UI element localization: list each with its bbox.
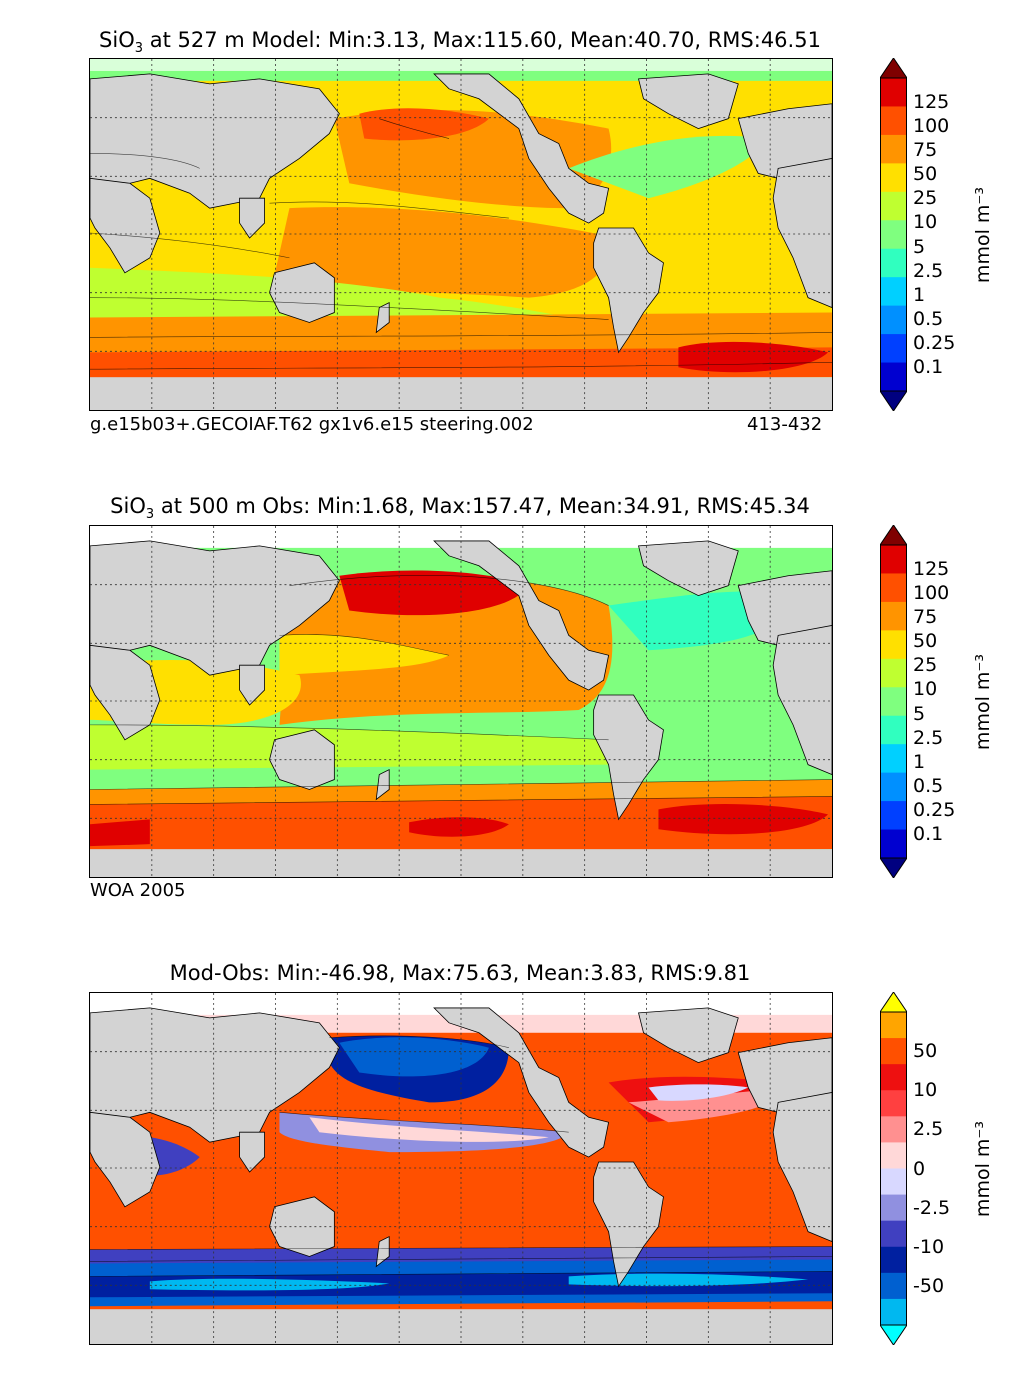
diff-units-label: mmol m⁻³ <box>972 1120 995 1218</box>
colorbar-tick-label: 0.25 <box>913 798 956 821</box>
model-case-label: g.e15b03+.GECOIAF.T62 gx1v6.e15 steering… <box>90 414 534 435</box>
colorbar-segment <box>880 1142 907 1169</box>
diff-panel-title: Mod-Obs: Min:-46.98, Max:75.63, Mean:3.8… <box>169 961 751 985</box>
diff-colorbar <box>880 992 907 1345</box>
colorbar-segment <box>880 545 907 574</box>
colorbar-extend-max <box>880 992 907 1013</box>
colorbar-tick-label: 0.25 <box>913 331 956 354</box>
colorbar-tick-label: 10 <box>913 1079 938 1102</box>
colorbar-segment <box>880 78 907 107</box>
colorbar-segment <box>880 134 907 164</box>
colorbar-segment <box>880 220 907 250</box>
colorbar-tick-label: 100 <box>913 582 950 605</box>
colorbar-segment <box>880 1194 907 1222</box>
colorbar-tick-label: 1 <box>913 750 926 773</box>
colorbar-segment <box>880 1038 907 1065</box>
colorbar-segment <box>880 715 907 745</box>
colorbar-segment <box>880 191 907 221</box>
colorbar-extend-min <box>880 857 907 878</box>
colorbar-segment <box>880 1090 907 1117</box>
colorbar-extend-min <box>880 1324 907 1345</box>
colorbar-tick-label: 5 <box>913 702 926 725</box>
colorbar-segment <box>880 1012 907 1039</box>
colorbar-tick-label: 0.5 <box>913 774 944 797</box>
colorbar-segment <box>880 1220 907 1248</box>
colorbar-tick-label: 1 <box>913 283 926 306</box>
colorbar-tick-label: 125 <box>913 558 950 581</box>
colorbar-segment <box>880 1168 907 1196</box>
colorbar-tick-label: 2.5 <box>913 1118 944 1141</box>
colorbar-segment <box>880 362 907 392</box>
colorbar-tick-label: -50 <box>913 1274 945 1297</box>
colorbar-segment <box>880 829 907 859</box>
obs-colorbar <box>880 525 907 878</box>
colorbar-tick-label: 100 <box>913 115 950 138</box>
colorbar-segment <box>880 106 907 136</box>
colorbar-tick-label: 25 <box>913 654 938 677</box>
colorbar-tick-label: -2.5 <box>913 1196 951 1219</box>
colorbar-segment <box>880 573 907 603</box>
obs-units-label: mmol m⁻³ <box>972 653 995 751</box>
colorbar-segment <box>880 801 907 831</box>
obs-panel-title: SiO3 at 500 m Obs: Min:1.68, Max:157.47,… <box>110 494 810 523</box>
colorbar-tick-label: 10 <box>913 211 938 234</box>
colorbar-tick-label: 50 <box>913 163 938 186</box>
colorbar-tick-label: 2.5 <box>913 726 944 749</box>
colorbar-tick-label: 125 <box>913 91 950 114</box>
colorbar-tick-label: 50 <box>913 630 938 653</box>
obs-source-label: WOA 2005 <box>90 880 186 901</box>
colorbar-segment <box>880 1298 907 1326</box>
colorbar-tick-label: 75 <box>913 139 938 162</box>
model-years-label: 413-432 <box>747 414 823 435</box>
colorbar-segment <box>880 601 907 631</box>
diff-map <box>89 992 833 1345</box>
obs-map <box>89 525 833 878</box>
colorbar-segment <box>880 163 907 193</box>
colorbar-segment <box>880 744 907 774</box>
colorbar-tick-label: 50 <box>913 1040 938 1063</box>
model-units-label: mmol m⁻³ <box>972 186 995 284</box>
colorbar-segment <box>880 658 907 688</box>
colorbar-segment <box>880 630 907 660</box>
model-colorbar <box>880 58 907 411</box>
colorbar-tick-label: 2.5 <box>913 259 944 282</box>
colorbar-tick-label: 0.5 <box>913 307 944 330</box>
colorbar-segment <box>880 1272 907 1300</box>
colorbar-tick-label: 0.1 <box>913 355 944 378</box>
colorbar-extend-max <box>880 525 907 546</box>
colorbar-tick-label: 0 <box>913 1157 926 1180</box>
colorbar-segment <box>880 1246 907 1274</box>
colorbar-segment <box>880 277 907 307</box>
colorbar-segment <box>880 1116 907 1143</box>
model-panel-title: SiO3 at 527 m Model: Min:3.13, Max:115.6… <box>99 28 821 57</box>
colorbar-segment <box>880 687 907 717</box>
colorbar-tick-label: 75 <box>913 606 938 629</box>
colorbar-segment <box>880 334 907 364</box>
colorbar-segment <box>880 305 907 335</box>
colorbar-segment <box>880 248 907 278</box>
model-map <box>89 58 833 411</box>
colorbar-tick-label: 5 <box>913 235 926 258</box>
colorbar-extend-max <box>880 58 907 79</box>
colorbar-tick-label: 25 <box>913 187 938 210</box>
colorbar-extend-min <box>880 390 907 411</box>
colorbar-tick-label: -10 <box>913 1235 945 1258</box>
colorbar-segment <box>880 772 907 802</box>
colorbar-segment <box>880 1064 907 1091</box>
colorbar-tick-label: 0.1 <box>913 822 944 845</box>
colorbar-tick-label: 10 <box>913 678 938 701</box>
